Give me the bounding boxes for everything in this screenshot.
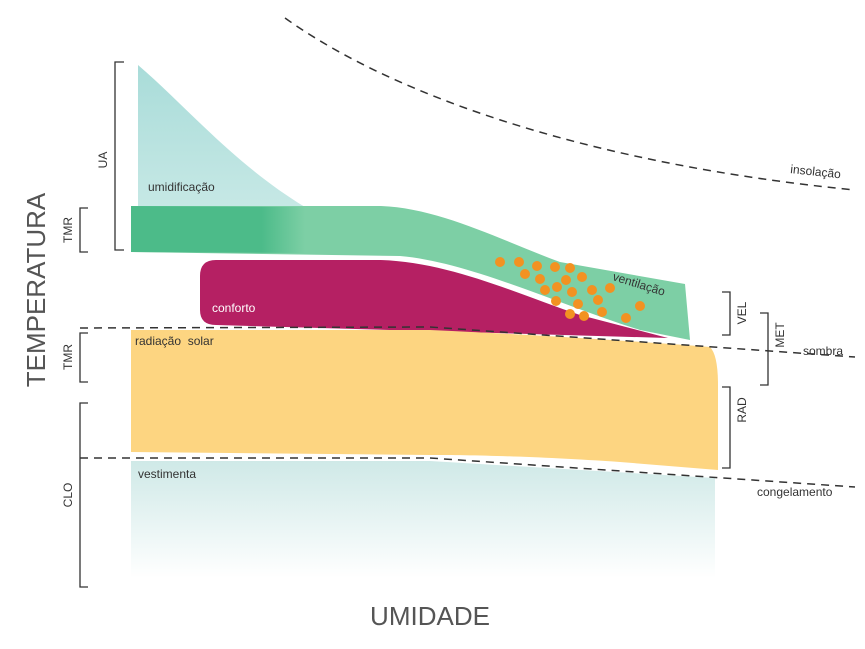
region-label: umidificação [148,180,215,194]
data-cloud [495,257,645,323]
bracket [79,332,88,383]
region-label: vestimenta [138,467,196,481]
insolation-line [284,17,856,191]
region-label: conforto [212,301,256,315]
y-axis-label: TEMPERATURA [21,192,51,387]
bracket-label: MET [773,322,787,348]
bracket-label: CLO [61,483,75,508]
bracket [722,291,731,336]
bracket-label: RAD [735,397,749,423]
line-label: congelamento [757,485,833,499]
line-label: insolação [790,162,842,181]
bracket [79,402,88,588]
bracket [114,61,124,251]
humidification-area [138,65,305,207]
bracket [722,386,731,469]
bracket-label: UA [96,152,110,169]
freezing-line [80,457,856,488]
comfort-area [200,260,668,338]
shade-line [79,326,856,358]
bracket [79,207,88,253]
region-label: radiação solar [135,334,214,348]
bracket-label: VEL [735,301,749,324]
bracket-label: TMR [61,344,75,370]
x-axis-label: UMIDADE [370,601,490,631]
solar-radiation-area [131,330,718,470]
bracket-label: TMR [61,217,75,243]
line-label: sombra [803,344,843,358]
humidification-overlap [131,206,305,253]
bracket [760,312,769,386]
clothing-area [131,461,715,578]
